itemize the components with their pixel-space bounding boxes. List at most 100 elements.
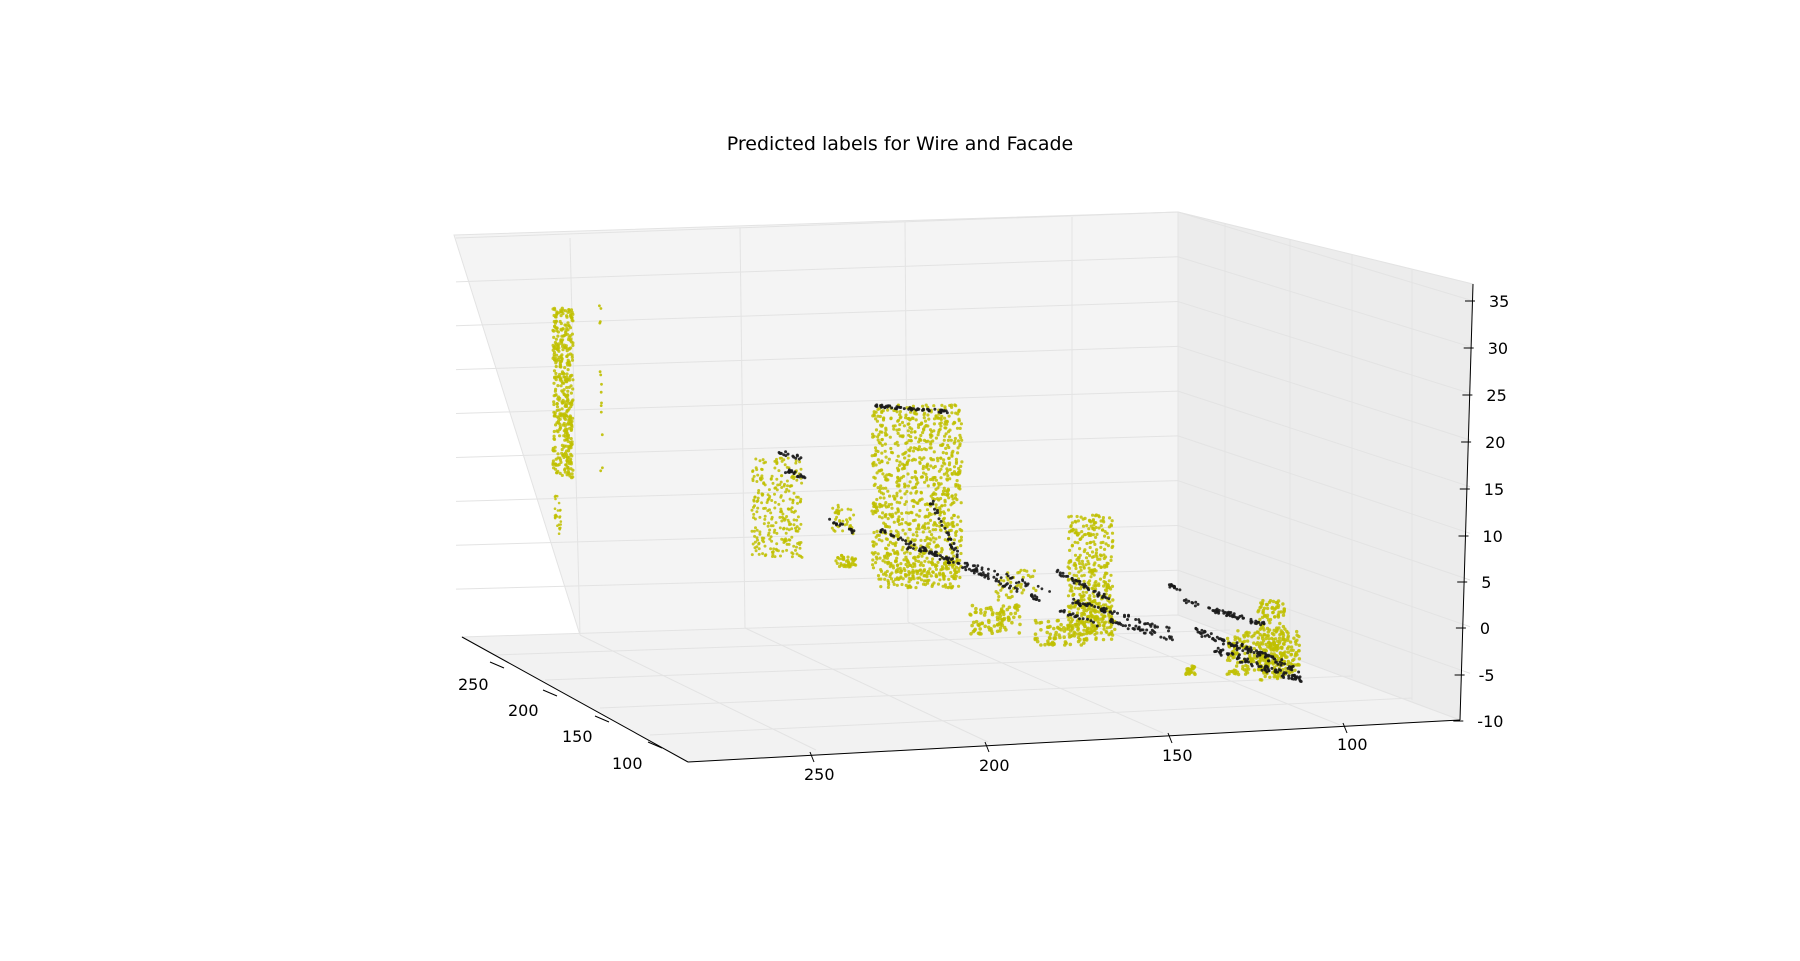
facade-point — [913, 475, 917, 479]
facade-point — [758, 515, 762, 519]
facade-point — [931, 458, 936, 462]
facade-point — [911, 533, 915, 537]
facade-point — [876, 438, 880, 442]
facade-point — [770, 474, 774, 478]
facade-point — [558, 319, 562, 324]
facade-point — [926, 502, 930, 507]
y-tick-label: 150 — [562, 727, 593, 746]
facade-point — [946, 492, 950, 496]
facade-point — [893, 551, 897, 555]
facade-point — [852, 513, 856, 517]
facade-point — [938, 507, 942, 511]
wire-point — [973, 568, 977, 571]
wire-point — [1076, 599, 1080, 603]
wire-point — [1058, 609, 1062, 613]
facade-point — [915, 478, 919, 482]
wire-point — [890, 406, 894, 410]
wire-point — [952, 542, 956, 545]
facade-point — [1000, 610, 1005, 614]
facade-point — [1067, 536, 1071, 541]
facade-point — [882, 521, 886, 525]
facade-point — [1067, 618, 1071, 622]
facade-point — [917, 445, 922, 449]
x-tick-label: 100 — [1337, 735, 1368, 754]
facade-point — [852, 562, 857, 567]
facade-point — [1109, 523, 1113, 527]
facade-point — [553, 411, 557, 415]
facade-point — [906, 536, 910, 540]
facade-point — [954, 493, 958, 497]
facade-point — [1082, 565, 1086, 569]
facade-point — [915, 489, 919, 494]
facade-point — [895, 480, 899, 484]
facade-point — [566, 321, 570, 325]
facade-point — [566, 401, 570, 405]
facade-point — [1067, 635, 1072, 639]
facade-point — [566, 337, 571, 342]
facade-point — [774, 547, 778, 551]
wire-point — [797, 457, 801, 461]
z-tick-label: 30 — [1488, 339, 1508, 358]
wire-point — [1227, 641, 1231, 645]
grid-line — [569, 237, 581, 636]
facade-point — [918, 461, 922, 465]
wire-point — [784, 450, 788, 454]
wire-point — [1230, 651, 1234, 655]
facade-point — [795, 552, 799, 556]
facade-point — [559, 460, 563, 464]
facade-point — [555, 311, 559, 316]
facade-point — [943, 405, 947, 409]
facade-point — [886, 489, 890, 493]
facade-point — [1093, 542, 1097, 547]
facade-point — [895, 556, 899, 560]
wire-point — [1245, 659, 1249, 663]
facade-point — [889, 552, 893, 556]
facade-point — [926, 521, 930, 525]
facade-point — [1066, 594, 1071, 598]
facade-point — [1070, 625, 1074, 629]
facade-point — [840, 508, 844, 512]
facade-point — [1100, 528, 1105, 532]
facade-point — [1057, 627, 1062, 631]
facade-point — [1093, 567, 1097, 572]
facade-point — [1020, 591, 1024, 595]
facade-point — [1004, 593, 1009, 597]
facade-point — [786, 484, 789, 488]
facade-point — [799, 554, 803, 558]
facade-point — [947, 577, 951, 582]
wire-point — [987, 567, 990, 571]
facade-point — [1278, 621, 1282, 626]
facade-point — [798, 460, 802, 464]
facade-point — [944, 451, 949, 455]
wire-point — [1283, 662, 1287, 666]
facade-point — [943, 503, 947, 507]
facade-point — [1073, 519, 1077, 523]
facade-point — [953, 571, 958, 575]
facade-point — [556, 384, 560, 388]
facade-point — [1265, 626, 1270, 631]
facade-point — [787, 528, 791, 532]
facade-point — [554, 393, 558, 397]
wire-point — [828, 517, 832, 521]
facade-point — [771, 555, 774, 558]
facade-point — [834, 517, 838, 521]
facade-point — [932, 417, 937, 421]
facade-point — [569, 308, 574, 312]
facade-point — [948, 461, 952, 465]
facade-point — [559, 365, 563, 369]
facade-point — [902, 451, 907, 456]
facade-point — [877, 489, 882, 493]
wire-point — [790, 469, 794, 473]
facade-point — [1082, 579, 1086, 584]
facade-point — [895, 494, 899, 498]
facade-point — [918, 422, 923, 426]
facade-point — [952, 470, 957, 474]
facade-point — [1073, 540, 1077, 544]
wire-point — [1291, 664, 1295, 668]
facade-point — [955, 426, 960, 430]
facade-point — [926, 484, 930, 488]
wire-point — [1238, 614, 1242, 618]
facade-point — [939, 456, 943, 460]
facade-point — [1110, 531, 1115, 535]
facade-point — [1260, 602, 1264, 606]
